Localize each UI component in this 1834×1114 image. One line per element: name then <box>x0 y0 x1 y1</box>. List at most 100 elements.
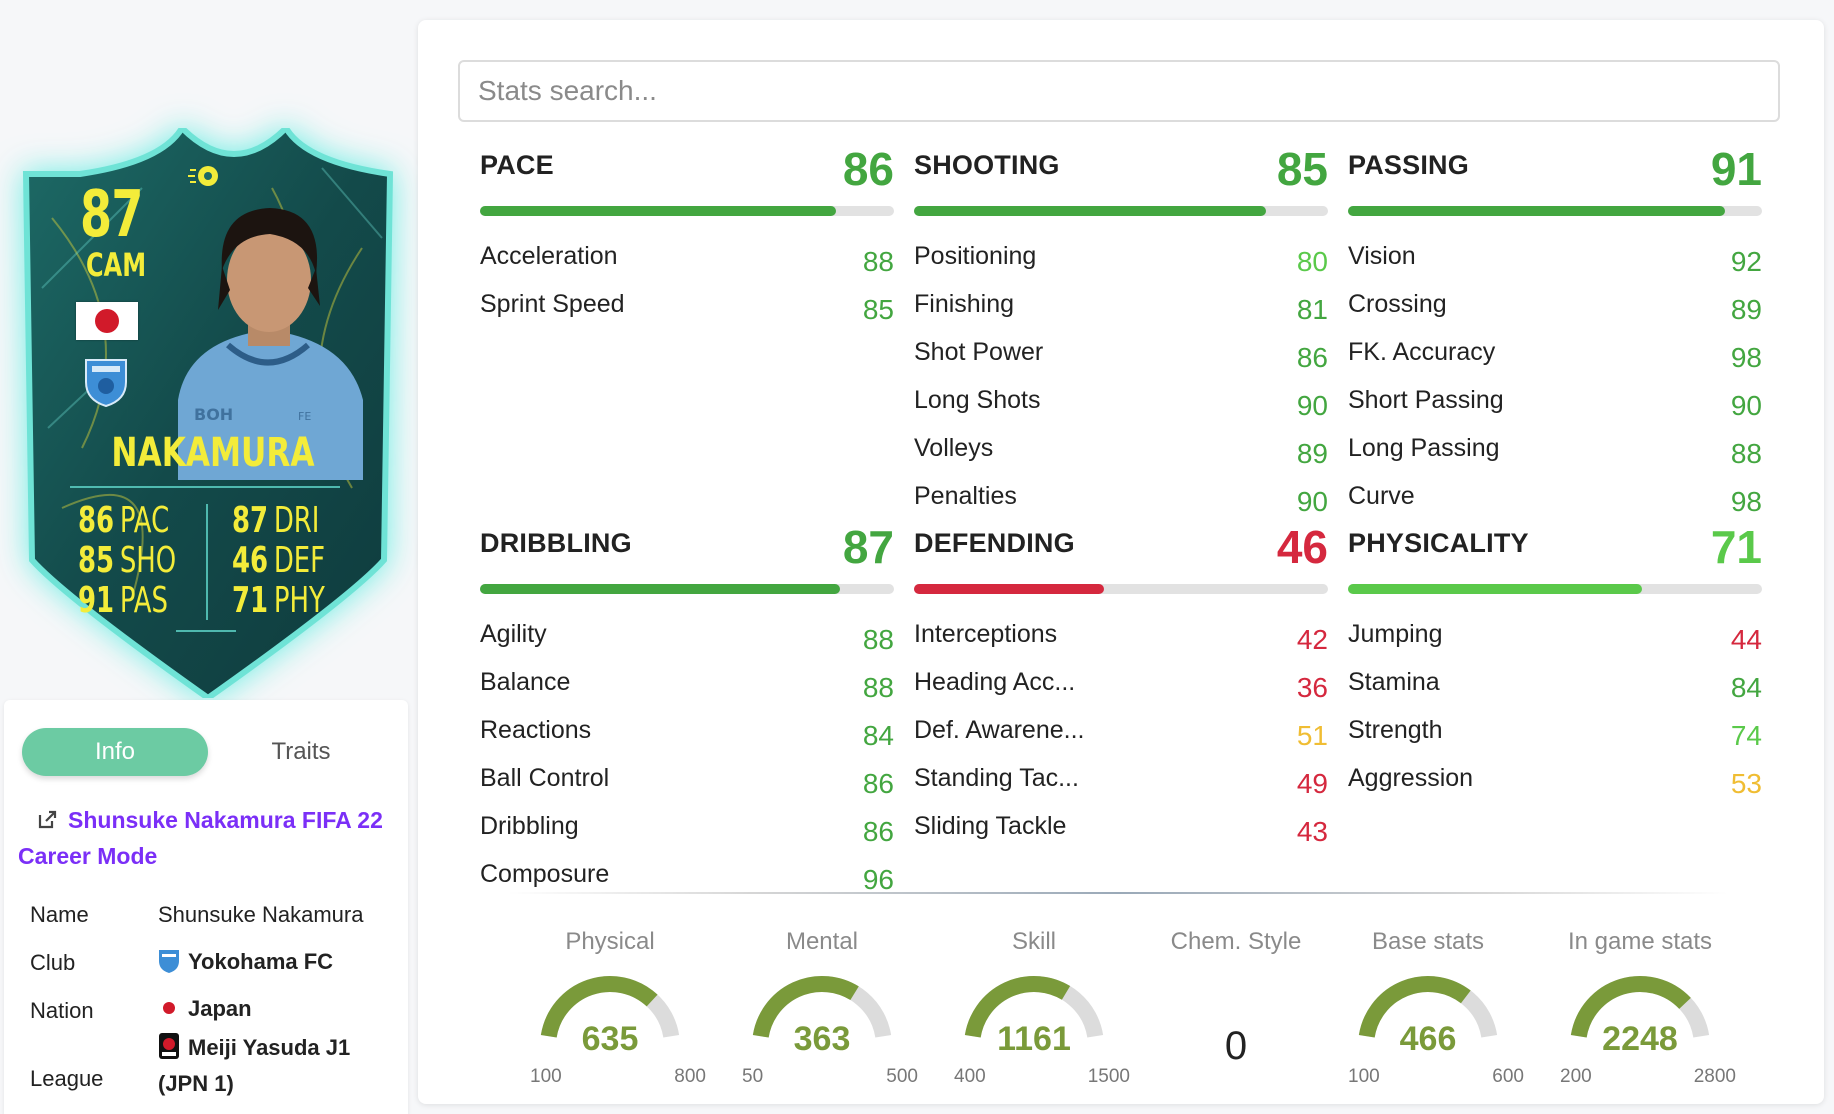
card-position: CAM <box>86 246 147 284</box>
stat-row: Ball Control 86 <box>480 760 894 808</box>
info-label-league: League <box>30 1066 104 1091</box>
player-photo: BOH FE <box>178 208 363 480</box>
info-value-club[interactable]: Yokohama FC <box>158 948 333 975</box>
category-bar <box>480 206 894 216</box>
info-value-league[interactable]: Meiji Yasuda J1 (JPN 1) <box>158 1030 388 1102</box>
card-stat-dri: 87 DRI <box>232 500 320 541</box>
stat-row: Sliding Tackle 43 <box>914 808 1328 856</box>
stat-row: Dribbling 86 <box>480 808 894 856</box>
gauge-value: 2248 <box>1602 1020 1678 1058</box>
info-value-name: Shunsuke Nakamura <box>158 902 364 927</box>
gauge-max: 2800 <box>1693 1066 1736 1087</box>
category-value: 71 <box>1710 521 1762 573</box>
stat-name: Stamina <box>1348 668 1440 696</box>
card-divider <box>206 504 208 620</box>
category-header: DEFENDING 46 <box>914 520 1328 582</box>
stat-name: Short Passing <box>1348 386 1504 414</box>
stat-name: Finishing <box>914 290 1015 318</box>
stat-list: Jumping 44 Stamina 84 Strength 74 Aggression 53 <box>1348 616 1762 808</box>
stat-value: 86 <box>862 816 894 847</box>
stat-list: Interceptions 42 Heading Acc... 36 Def. Awar… <box>914 616 1328 856</box>
info-label-name: Name <box>30 902 89 927</box>
stat-name: Sprint Speed <box>480 290 625 318</box>
stat-row: Composure 96 <box>480 856 894 904</box>
gauge-min: 50 <box>742 1066 764 1087</box>
info-value-nation[interactable]: Japan <box>158 996 252 1022</box>
stat-name: Sliding Tackle <box>914 812 1067 840</box>
stat-value: 96 <box>862 864 894 895</box>
stat-value: 98 <box>1730 486 1762 517</box>
stats-search-input[interactable] <box>458 60 1780 122</box>
category-bar <box>914 206 1328 216</box>
stat-name: Agility <box>480 620 547 648</box>
gauge-title: Chem. Style <box>1170 928 1302 955</box>
info-label-club: Club <box>30 950 76 975</box>
career-mode-link-text: Shunsuke Nakamura FIFA 22 Career Mode <box>18 807 383 869</box>
card-rating: 87 <box>80 178 143 252</box>
category-dribbling: DRIBBLING 87 Agility 88 Balance 88 Reactions 84… <box>480 520 894 904</box>
category-pace: PACE 86 Acceleration 88 Sprint Speed 85 <box>480 142 894 334</box>
ball-icon <box>188 166 218 186</box>
category-header: PACE 86 <box>480 142 894 204</box>
category-header: DRIBBLING 87 <box>480 520 894 582</box>
svg-text:BOH: BOH <box>194 405 233 424</box>
gauge-min: 100 <box>530 1066 562 1087</box>
gauge-min: 200 <box>1560 1066 1592 1087</box>
career-mode-link[interactable]: Shunsuke Nakamura FIFA 22 Career Mode <box>18 802 398 874</box>
category-bar-fill <box>480 584 841 594</box>
stat-value: 85 <box>862 294 894 325</box>
stat-name: Ball Control <box>480 764 610 792</box>
stat-value: 86 <box>862 768 894 799</box>
stat-row: Curve 98 <box>1348 478 1762 526</box>
category-bar-fill <box>914 206 1266 216</box>
stat-row: Interceptions 42 <box>914 616 1328 664</box>
stat-name: Acceleration <box>480 242 618 270</box>
tab-info[interactable]: Info <box>22 728 208 776</box>
stat-value: 89 <box>1296 438 1328 469</box>
category-bar <box>1348 584 1762 594</box>
gauge-max: 600 <box>1492 1066 1524 1087</box>
stat-value: 44 <box>1730 624 1762 655</box>
stat-row: Agility 88 <box>480 616 894 664</box>
gauge-mental: Mental 363 50 500 <box>722 928 922 1087</box>
gauge-title: Mental <box>785 928 859 955</box>
japan-flag-icon <box>163 1002 175 1014</box>
stat-row: Positioning 80 <box>914 238 1328 286</box>
category-name: PHYSICALITY <box>1348 528 1529 558</box>
tab-traits[interactable]: Traits <box>271 738 331 765</box>
category-value: 46 <box>1276 521 1328 573</box>
card-player-name: NAKAMURA <box>111 430 315 476</box>
league-logo-icon <box>159 1033 179 1059</box>
stat-value: 43 <box>1296 816 1328 847</box>
stat-value: 90 <box>1296 390 1328 421</box>
category-bar-fill <box>480 206 837 216</box>
gauge-title: Skill <box>1011 928 1056 955</box>
category-value: 87 <box>842 521 894 573</box>
stat-value: 80 <box>1296 246 1328 277</box>
gauge-arc <box>540 976 680 1038</box>
category-name: PASSING <box>1348 150 1469 180</box>
gauge-skill: Skill 1161 400 1500 <box>934 928 1134 1087</box>
stat-value: 84 <box>1730 672 1762 703</box>
stat-value: 98 <box>1730 342 1762 373</box>
stat-name: Volleys <box>914 434 994 462</box>
gauge-arc <box>964 976 1104 1038</box>
gauge-min: 400 <box>954 1066 986 1087</box>
gauge-max: 500 <box>886 1066 918 1087</box>
category-value: 85 <box>1276 143 1328 195</box>
gauge-arc <box>1570 976 1710 1038</box>
gauge-fill <box>1570 976 1691 1038</box>
gauge-value: 363 <box>793 1020 851 1058</box>
stat-value: 81 <box>1296 294 1328 325</box>
category-value: 91 <box>1710 143 1762 195</box>
category-name: DRIBBLING <box>480 528 632 558</box>
category-name: SHOOTING <box>914 150 1060 180</box>
category-name: PACE <box>480 150 554 180</box>
stat-list: Vision 92 Crossing 89 FK. Accuracy 98 Short Pa… <box>1348 238 1762 526</box>
stat-name: Curve <box>1348 482 1415 510</box>
external-link-icon <box>38 810 57 829</box>
stat-row: Sprint Speed 85 <box>480 286 894 334</box>
stat-value: 36 <box>1296 672 1328 703</box>
